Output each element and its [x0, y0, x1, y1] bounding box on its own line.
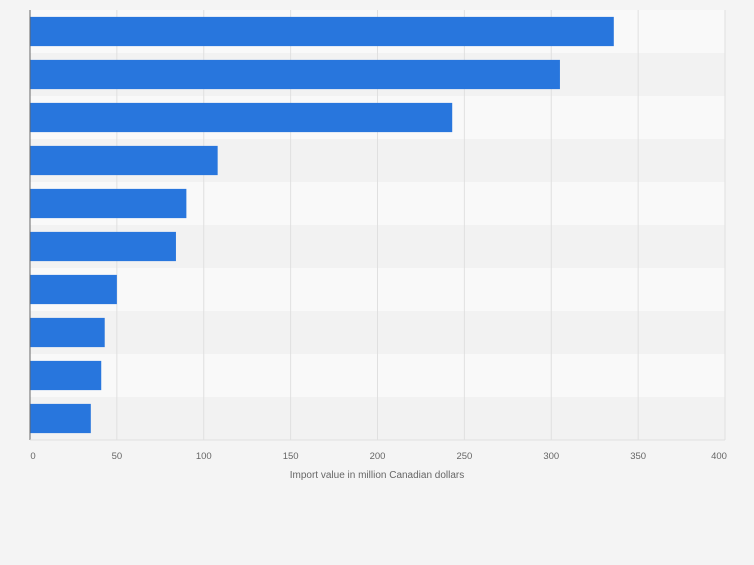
- bar-6: [30, 231, 176, 262]
- bar-7: [30, 274, 117, 305]
- x-tick-label-250: 250: [456, 451, 472, 462]
- bar-8: [30, 317, 105, 348]
- x-tick-label-150: 150: [283, 451, 299, 462]
- bar-10: [30, 403, 91, 434]
- x-tick-label-100: 100: [196, 451, 212, 462]
- x-tick-label-50: 50: [112, 451, 123, 462]
- x-axis-label: Import value in million Canadian dollars: [290, 470, 465, 481]
- bar-5: [30, 188, 187, 219]
- x-tick-label-400: 400: [711, 451, 727, 462]
- axes: [29, 10, 725, 441]
- x-tick-label-300: 300: [543, 451, 559, 462]
- bar-9: [30, 360, 102, 391]
- bar-2: [30, 59, 560, 90]
- bar-3: [30, 102, 453, 133]
- bars: [30, 16, 614, 434]
- x-tick-label-0: 0: [30, 451, 35, 462]
- bar-1: [30, 16, 614, 47]
- x-tick-label-350: 350: [630, 451, 646, 462]
- x-tick-labels: 0 50 100 150 200 250 300 350 400: [30, 451, 727, 462]
- bar-4: [30, 145, 218, 176]
- x-tick-label-200: 200: [370, 451, 386, 462]
